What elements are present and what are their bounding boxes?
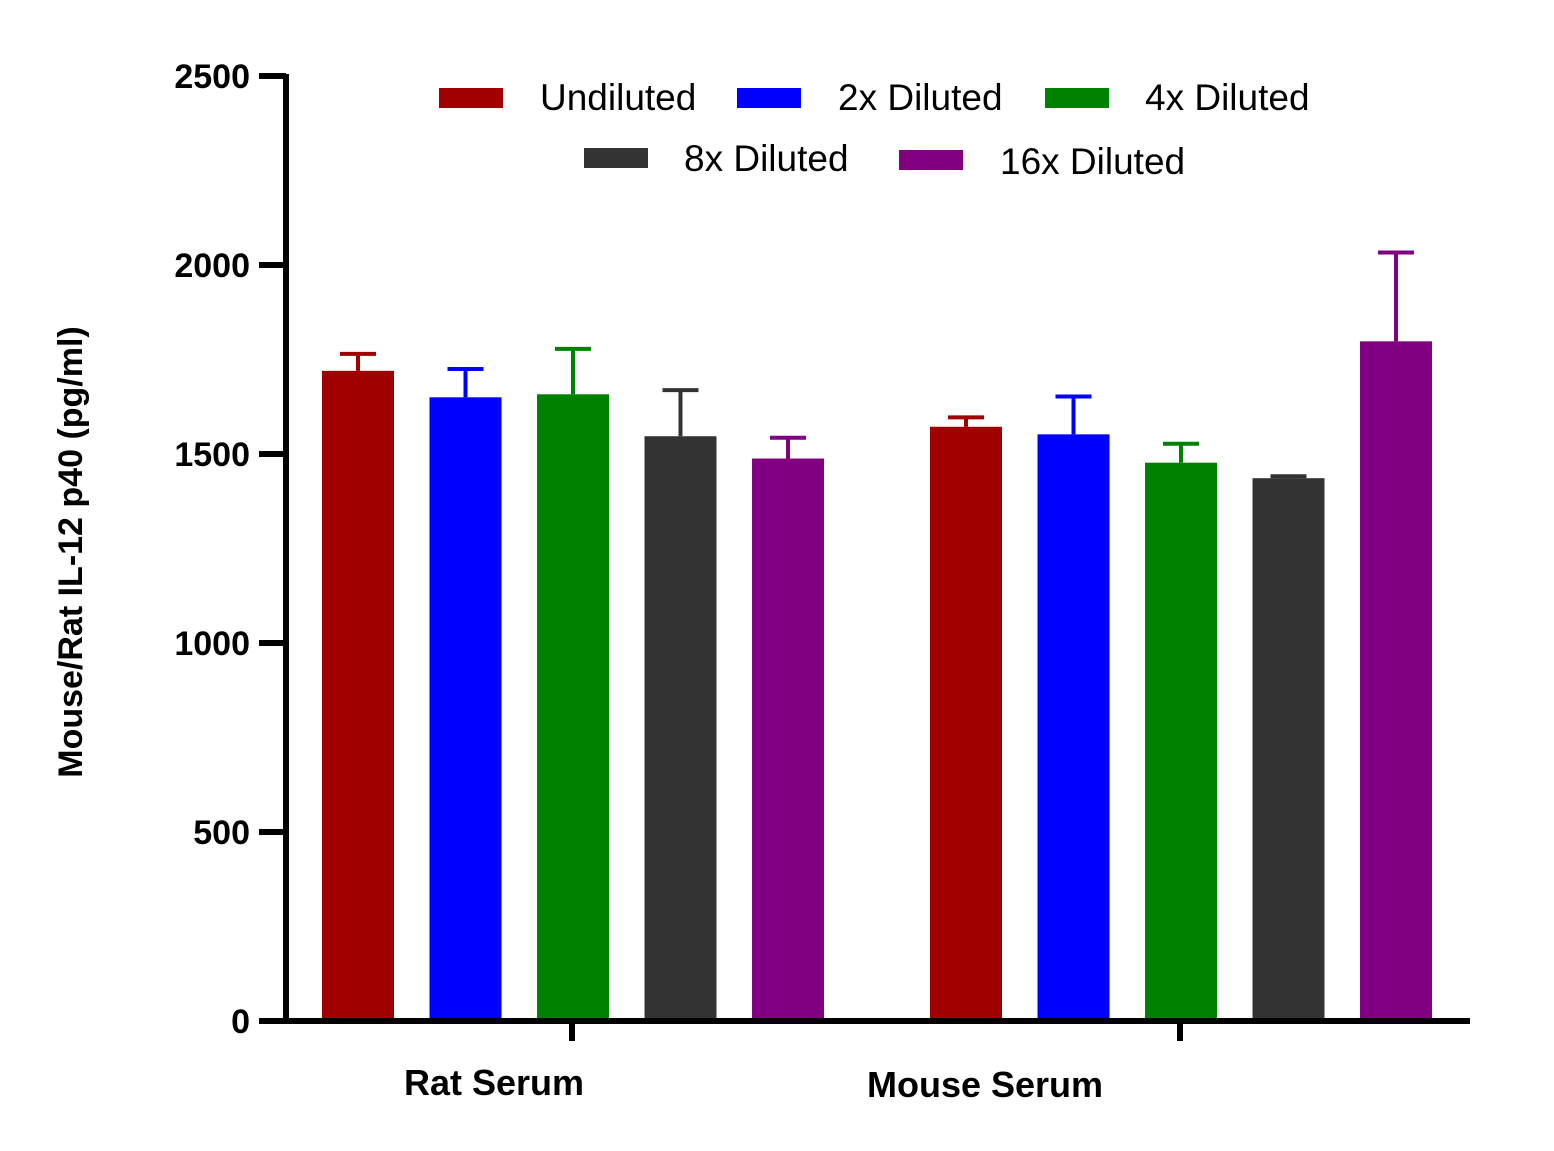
legend-label-4x-diluted: 4x Diluted <box>1145 77 1310 118</box>
y-tick-label-2500: 2500 <box>174 58 250 96</box>
legend-label-undiluted: Undiluted <box>540 77 696 118</box>
error-bars <box>340 250 1414 479</box>
legend: Undiluted 2x Diluted 4x Diluted 8x Diluted 1… <box>439 77 1310 182</box>
y-tick-label-2000: 2000 <box>174 247 250 285</box>
y-tick-label-1500: 1500 <box>174 436 250 474</box>
axes: 0 500 1000 1500 2000 2500 Rat Serum Mouse Serum <box>174 58 1470 1105</box>
y-axis-label: Mouse/Rat IL-12 p40 (pg/ml) <box>52 326 90 778</box>
legend-label-2x-diluted: 2x Diluted <box>838 77 1003 118</box>
legend-swatch-8x-diluted <box>584 148 648 168</box>
y-tick-label-1000: 1000 <box>174 625 250 663</box>
legend-swatch-2x-diluted <box>737 88 801 108</box>
legend-label-16x-diluted: 16x Diluted <box>1000 141 1185 182</box>
legend-label-8x-diluted: 8x Diluted <box>684 138 849 179</box>
bar-rat-serum-4x-diluted <box>537 394 609 1021</box>
bar-mouse-serum-4x-diluted <box>1145 462 1217 1022</box>
y-tick-label-0: 0 <box>231 1003 250 1041</box>
legend-swatch-16x-diluted <box>899 150 963 170</box>
y-tick-label-500: 500 <box>193 814 250 852</box>
bar-rat-serum-undiluted <box>322 370 394 1022</box>
legend-swatch-undiluted <box>439 88 503 108</box>
bars <box>322 341 1432 1022</box>
legend-swatch-4x-diluted <box>1045 88 1109 108</box>
bar-rat-serum-16x-diluted <box>752 458 824 1021</box>
bar-mouse-serum-2x-diluted <box>1037 434 1110 1021</box>
bar-mouse-serum-16x-diluted <box>1360 341 1432 1022</box>
bar-rat-serum-2x-diluted <box>429 397 502 1021</box>
x-tick-label-rat-serum: Rat Serum <box>404 1062 584 1103</box>
bar-rat-serum-8x-diluted <box>644 436 717 1021</box>
bar-mouse-serum-8x-diluted <box>1252 478 1325 1021</box>
bar-mouse-serum-undiluted <box>930 426 1002 1021</box>
x-tick-label-mouse-serum: Mouse Serum <box>867 1064 1103 1105</box>
